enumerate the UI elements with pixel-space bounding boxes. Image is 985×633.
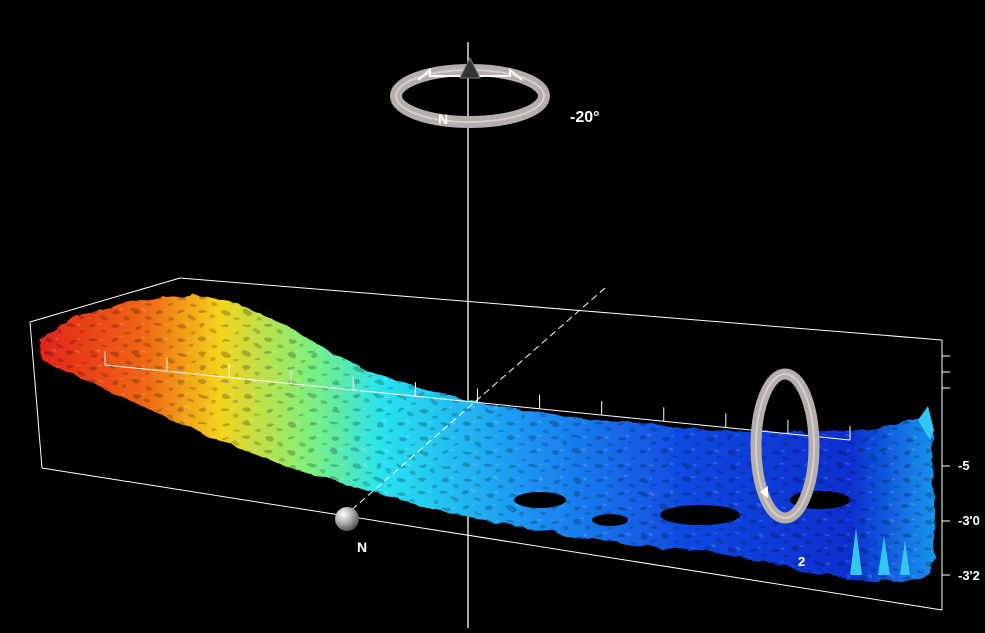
surface-spikes — [850, 406, 934, 575]
north-marker[interactable]: N — [335, 507, 367, 555]
depth-scale-ticks — [942, 355, 950, 576]
heading-readout: -20° — [570, 109, 600, 126]
compass-north-label: N — [438, 111, 448, 127]
depth-label-middle: -3'0 — [958, 513, 980, 528]
bounding-box-front — [29, 321, 943, 611]
ground-axis-ticks — [104, 351, 851, 440]
north-sphere-marker-icon[interactable] — [335, 507, 359, 531]
depth-label-upper: -5 — [958, 458, 970, 473]
heading-pointer-icon — [459, 56, 481, 79]
ground-north-label: N — [357, 539, 367, 555]
tilt-pointer-icon — [760, 486, 768, 498]
heading-compass-ring[interactable]: N — [390, 56, 550, 128]
tilt-partial-label: 2 — [798, 554, 805, 569]
tilt-control-ring[interactable] — [750, 368, 820, 524]
depth-label-lower: -3'2 — [958, 568, 980, 583]
bounding-box-back — [29, 277, 943, 610]
